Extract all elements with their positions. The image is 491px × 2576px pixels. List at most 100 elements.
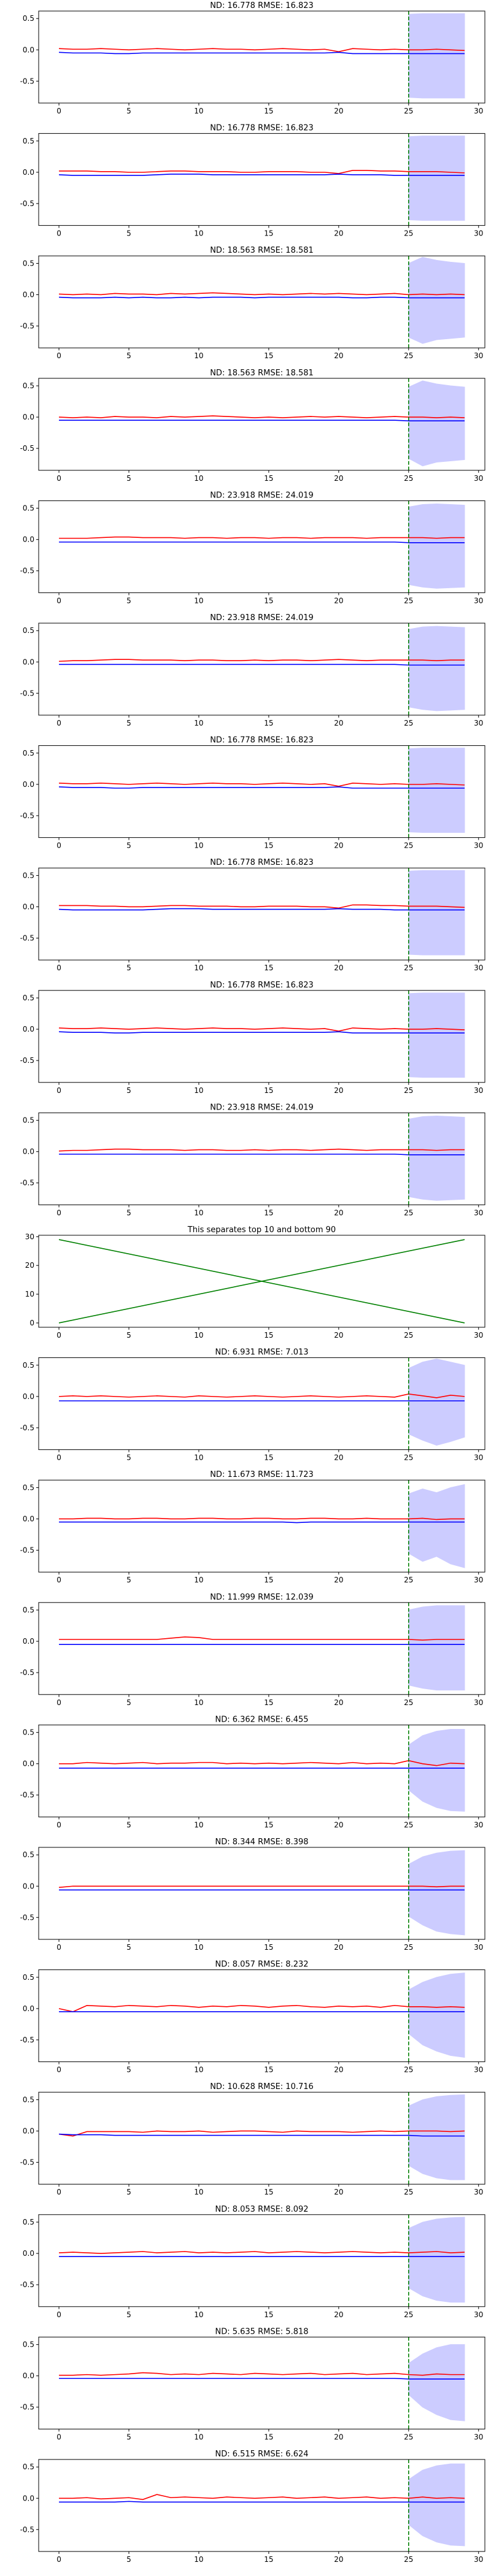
y-tick-label: 0.0 [23, 2494, 34, 2502]
subplot-title: ND: 10.628 RMSE: 10.716 [210, 2082, 314, 2091]
x-tick-label: 5 [126, 841, 131, 850]
y-tick-label: 0.0 [23, 413, 34, 421]
predicted-series-line [59, 908, 465, 911]
subplot-title: ND: 11.673 RMSE: 11.723 [210, 1470, 314, 1479]
y-tick-label: 0.0 [23, 1025, 34, 1033]
x-tick-label: 10 [194, 1331, 203, 1340]
y-tick-label: 0.0 [23, 780, 34, 789]
actual-series-line [59, 783, 465, 787]
y-tick-label: -0.5 [20, 1913, 34, 1922]
x-tick-label: 0 [56, 474, 61, 483]
axes-frame [38, 1357, 485, 1451]
subplot-title: ND: 6.515 RMSE: 6.624 [215, 2450, 308, 2459]
subplot-7: ND: 16.778 RMSE: 16.823 0 5 10 15 20 25 30 0.5 0.… [20, 736, 485, 850]
x-tick-label: 30 [474, 596, 483, 605]
x-tick-label: 25 [404, 2432, 413, 2441]
actual-series-line [59, 536, 465, 539]
prediction-interval-band [408, 992, 465, 1078]
y-tick-label: 20 [25, 1261, 34, 1270]
x-tick-label: 10 [194, 596, 203, 605]
axes-frame [38, 378, 485, 471]
y-tick-label: -0.5 [20, 1546, 34, 1554]
x-tick-label: 25 [404, 1943, 413, 1952]
y-tick-label: 0.0 [23, 1514, 34, 1523]
x-tick-label: 20 [334, 719, 343, 727]
x-tick-label: 30 [474, 2555, 483, 2564]
axes-frame [38, 1724, 485, 1817]
actual-series-line [59, 1517, 465, 1520]
prediction-interval-band [408, 256, 465, 344]
x-tick-label: 15 [264, 229, 273, 238]
x-tick-label: 15 [264, 1943, 273, 1952]
y-tick-label: 0.0 [23, 902, 34, 911]
x-tick-label: 25 [404, 2310, 413, 2319]
subplot-title: ND: 16.778 RMSE: 16.823 [210, 736, 314, 745]
x-tick-label: 0 [56, 351, 61, 360]
y-tick-label: 0.5 [23, 381, 34, 390]
axes-frame [38, 2336, 485, 2429]
axes-frame [38, 255, 485, 348]
y-tick-label: -0.5 [20, 1424, 34, 1432]
x-tick-label: 20 [334, 229, 343, 238]
x-tick-label: 10 [194, 719, 203, 727]
x-tick-label: 0 [56, 1086, 61, 1095]
y-tick-label: 0.5 [23, 1606, 34, 1614]
x-tick-label: 10 [194, 841, 203, 850]
x-tick-label: 20 [334, 1698, 343, 1707]
x-tick-label: 5 [126, 474, 131, 483]
y-tick-label: 0.0 [23, 1760, 34, 1768]
y-tick-label: 0.5 [23, 1728, 34, 1737]
x-tick-label: 0 [56, 107, 61, 115]
subplot-title: ND: 8.057 RMSE: 8.232 [215, 1960, 308, 1969]
y-tick-label: 0.0 [23, 2372, 34, 2380]
x-tick-label: 5 [126, 2310, 131, 2319]
y-tick-label: 0.5 [23, 1361, 34, 1370]
subplot-title: ND: 8.053 RMSE: 8.092 [215, 2205, 308, 2214]
subplot-8: ND: 16.778 RMSE: 16.823 0 5 10 15 20 25 30 0.5 0.… [20, 858, 485, 972]
x-tick-label: 0 [56, 2555, 61, 2564]
x-tick-label: 30 [474, 351, 483, 360]
x-tick-label: 30 [474, 2432, 483, 2441]
actual-series-line [59, 1636, 465, 1641]
subplot-4: ND: 18.563 RMSE: 18.581 0 5 10 15 20 25 30 0.5 0.… [20, 369, 485, 483]
predicted-series-line [59, 664, 465, 666]
actual-series-line [59, 1760, 465, 1766]
x-tick-label: 30 [474, 1086, 483, 1095]
x-tick-label: 10 [194, 107, 203, 115]
x-tick-label: 15 [264, 1698, 273, 1707]
subplot-11: This separates top 10 and bottom 90 0 5 10 1… [25, 1225, 485, 1340]
x-tick-label: 15 [264, 107, 273, 115]
x-tick-label: 10 [194, 2310, 203, 2319]
x-tick-label: 30 [474, 1576, 483, 1584]
x-tick-label: 20 [334, 596, 343, 605]
axes-frame [38, 1847, 485, 1940]
x-tick-label: 0 [56, 229, 61, 238]
y-tick-label: -0.5 [20, 2280, 34, 2289]
x-tick-label: 15 [264, 1454, 273, 1462]
y-tick-label: 0.0 [23, 1148, 34, 1156]
x-tick-label: 5 [126, 229, 131, 238]
predicted-series-line [59, 1521, 465, 1524]
x-tick-label: 15 [264, 1576, 273, 1584]
y-tick-label: 0.0 [23, 2126, 34, 2135]
x-tick-label: 0 [56, 1820, 61, 1829]
subplot-19: ND: 8.053 RMSE: 8.092 0 5 10 15 20 25 30 0.5 0.0 -… [20, 2205, 485, 2319]
y-tick-label: 0.5 [23, 1483, 34, 1492]
predicted-series-line [59, 296, 465, 299]
y-tick-label: -0.5 [20, 811, 34, 820]
y-tick-label: 0.5 [23, 749, 34, 757]
x-tick-label: 30 [474, 1698, 483, 1707]
subplot-title: ND: 23.918 RMSE: 24.019 [210, 613, 314, 623]
x-tick-label: 5 [126, 1576, 131, 1584]
x-tick-label: 15 [264, 719, 273, 727]
prediction-interval-band [408, 1359, 465, 1446]
y-tick-label: 0.0 [23, 1637, 34, 1646]
x-tick-label: 5 [126, 2432, 131, 2441]
prediction-interval-band [408, 2094, 465, 2180]
x-tick-label: 10 [194, 1086, 203, 1095]
y-tick-label: -0.5 [20, 2158, 34, 2166]
x-tick-label: 15 [264, 2188, 273, 2196]
x-tick-label: 30 [474, 1454, 483, 1462]
x-tick-label: 10 [194, 2188, 203, 2196]
y-tick-label: -0.5 [20, 1179, 34, 1187]
